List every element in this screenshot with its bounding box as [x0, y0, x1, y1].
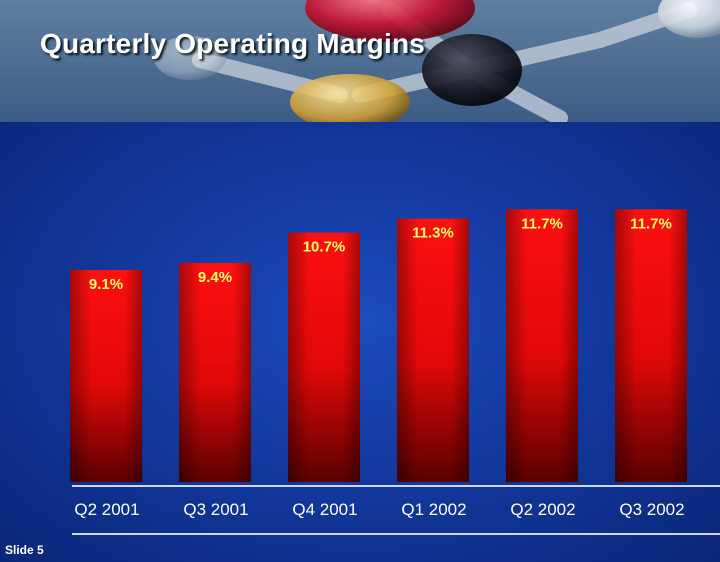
bar-shading: [288, 232, 360, 482]
data-label: 11.7%: [521, 215, 563, 232]
bar-shading: [179, 262, 251, 482]
title-banner: Quarterly Operating Margins: [0, 0, 720, 122]
data-label: 11.3%: [412, 225, 454, 242]
x-tick-label: Q3 2002: [619, 500, 684, 519]
page-title: Quarterly Operating Margins: [40, 28, 426, 59]
bar-shading: [70, 269, 142, 482]
x-tick-label: Q3 2001: [183, 500, 248, 519]
molecule-graphic: [154, 0, 720, 122]
x-tick-label: Q4 2001: [292, 500, 357, 519]
data-label: 10.7%: [303, 239, 346, 256]
x-tick-label: Q2 2002: [510, 500, 575, 519]
x-tick-label: Q1 2002: [401, 500, 466, 519]
slide-number: Slide 5: [5, 543, 44, 557]
data-label: 9.4%: [198, 269, 232, 286]
x-tick-label: Q2 2001: [74, 500, 139, 519]
bar-shading: [506, 209, 578, 482]
bar-shading: [615, 209, 687, 482]
data-label: 9.1%: [89, 276, 123, 293]
bar-shading: [397, 218, 469, 482]
data-label: 11.7%: [630, 215, 672, 232]
